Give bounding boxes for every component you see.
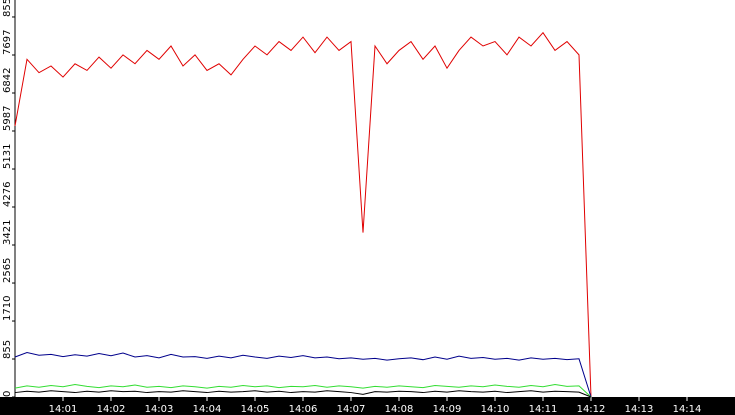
y-tick-label: 7697 bbox=[2, 30, 13, 55]
x-tick-label: 14:08 bbox=[385, 404, 414, 415]
x-tick-label: 14:12 bbox=[577, 404, 606, 415]
y-tick-label: 4276 bbox=[2, 182, 13, 207]
x-tick-label: 14:07 bbox=[337, 404, 366, 415]
y-tick-label: 2565 bbox=[2, 258, 13, 283]
y-tick-label: 3421 bbox=[2, 220, 13, 245]
x-tick-label: 14:01 bbox=[49, 404, 78, 415]
y-tick-label: 5987 bbox=[2, 106, 13, 131]
series-line bbox=[14, 384, 592, 398]
y-tick-label: 1710 bbox=[2, 296, 13, 321]
x-axis-band bbox=[0, 397, 735, 415]
x-tick-label: 14:02 bbox=[97, 404, 126, 415]
x-tick-label: 14:04 bbox=[193, 404, 222, 415]
series-line bbox=[14, 352, 592, 398]
y-tick-label: 5131 bbox=[2, 144, 13, 169]
x-tick-label: 14:13 bbox=[625, 404, 654, 415]
x-tick-label: 14:14 bbox=[673, 404, 702, 415]
y-tick-label: 8553 bbox=[2, 0, 13, 17]
x-tick-label: 14:06 bbox=[289, 404, 318, 415]
x-tick-label: 14:05 bbox=[241, 404, 270, 415]
x-tick-label: 14:09 bbox=[433, 404, 462, 415]
series-line bbox=[14, 31, 592, 398]
x-tick-label: 14:11 bbox=[529, 404, 558, 415]
x-tick-label: 14:10 bbox=[481, 404, 510, 415]
y-tick-label: 0 bbox=[2, 391, 13, 397]
series-line bbox=[14, 390, 592, 398]
y-tick-label: 6842 bbox=[2, 68, 13, 93]
y-tick-label: 855 bbox=[2, 340, 13, 359]
x-tick-label: 14:03 bbox=[145, 404, 174, 415]
